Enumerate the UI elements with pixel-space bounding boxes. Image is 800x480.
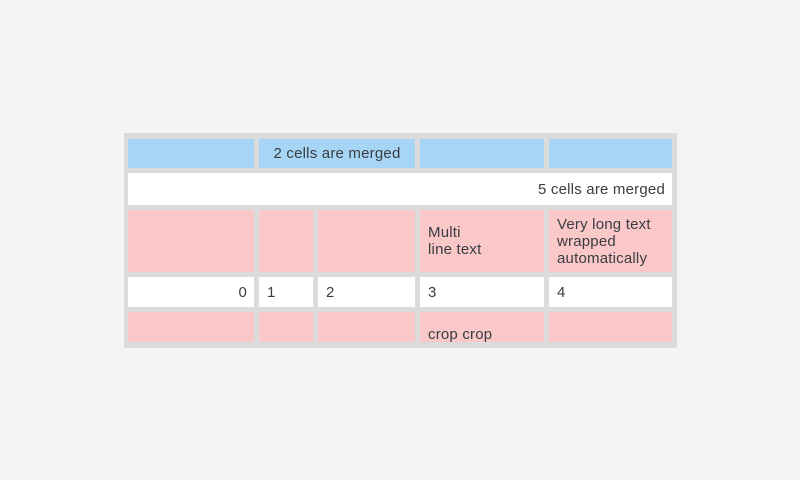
pink-cell-blank-2[interactable] — [259, 210, 313, 272]
pink-cell-blank-6[interactable] — [318, 312, 415, 342]
table-grid: 2 cells are merged 5 cells are merged Mu… — [128, 139, 672, 342]
number-cell-1[interactable]: 1 — [259, 277, 313, 307]
header-cell-blank-1[interactable] — [128, 139, 254, 168]
merged-five-cell[interactable]: 5 cells are merged — [128, 173, 672, 205]
pink-cell-blank-1[interactable] — [128, 210, 254, 272]
pink-cell-blank-5[interactable] — [259, 312, 313, 342]
pink-cell-blank-3[interactable] — [318, 210, 415, 272]
cropped-text-cell[interactable]: crop crop crop crop — [420, 312, 544, 342]
merged-two-cell[interactable]: 2 cells are merged — [259, 139, 415, 168]
table-widget: 2 cells are merged 5 cells are merged Mu… — [124, 133, 677, 348]
table-clip-area: 2 cells are merged 5 cells are merged Mu… — [128, 139, 672, 342]
header-cell-blank-3[interactable] — [549, 139, 672, 168]
wrapped-text-cell[interactable]: Very long text wrapped automatically — [549, 210, 672, 272]
multi-line-cell[interactable]: Multi line text — [420, 210, 544, 272]
pink-cell-blank-7[interactable] — [549, 312, 672, 342]
pink-cell-blank-4[interactable] — [128, 312, 254, 342]
number-cell-2[interactable]: 2 — [318, 277, 415, 307]
number-cell-4[interactable]: 4 — [549, 277, 672, 307]
header-cell-blank-2[interactable] — [420, 139, 544, 168]
number-cell-3[interactable]: 3 — [420, 277, 544, 307]
number-cell-0[interactable]: 0 — [128, 277, 254, 307]
